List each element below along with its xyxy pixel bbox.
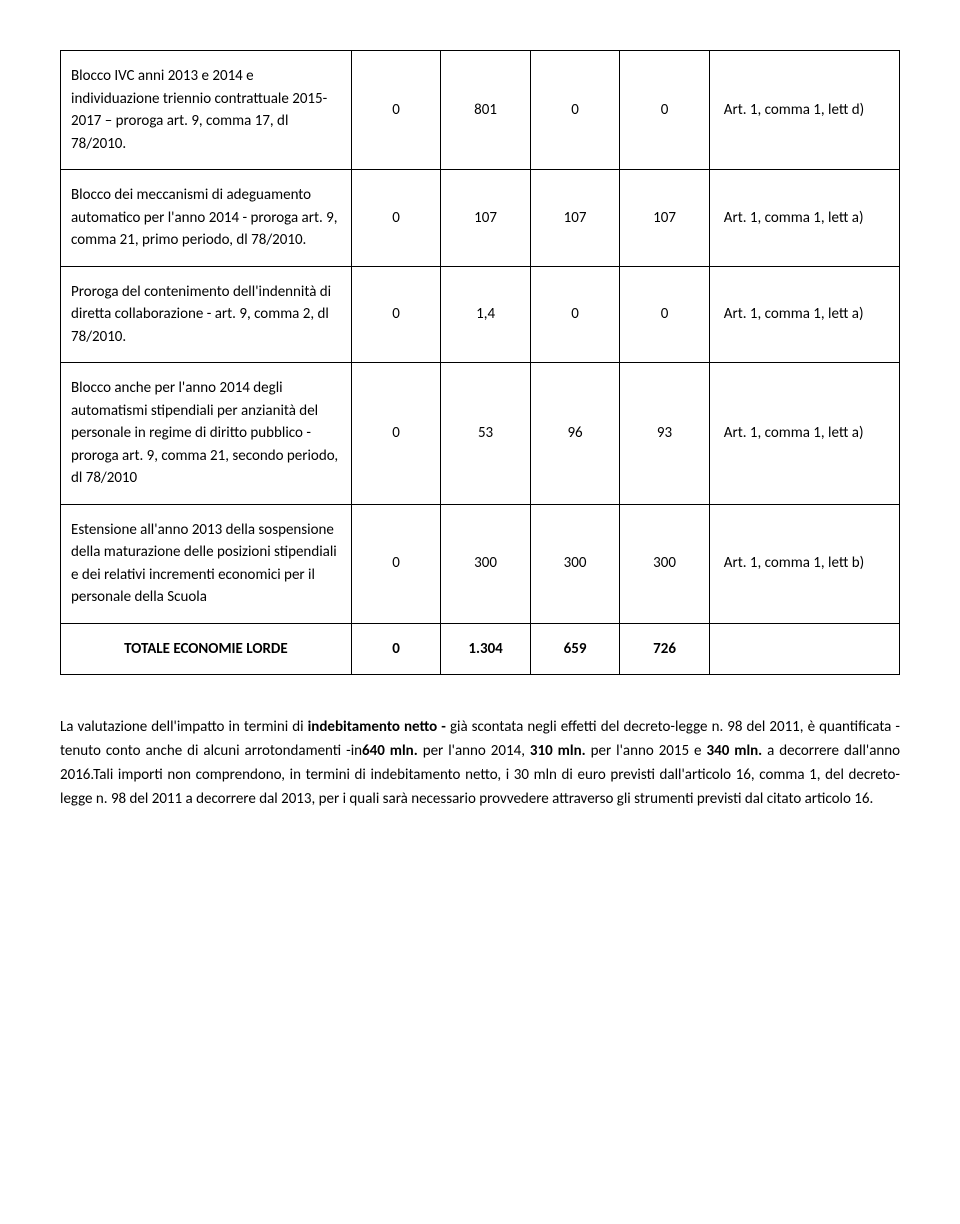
cell-desc: Blocco IVC anni 2013 e 2014 e individuaz…	[61, 51, 352, 170]
table-body: Blocco IVC anni 2013 e 2014 e individuaz…	[61, 51, 900, 675]
cell-c3: 0	[530, 266, 619, 363]
table-row: Blocco dei meccanismi di adeguamento aut…	[61, 170, 900, 267]
cell-total-label: TOTALE ECONOMIE LORDE	[61, 623, 352, 675]
table-row-total: TOTALE ECONOMIE LORDE01.304659726	[61, 623, 900, 675]
table-row: Proroga del contenimento dell'indennità …	[61, 266, 900, 363]
cell-c3: 0	[530, 51, 619, 170]
cell-ref: Art. 1, comma 1, lett d)	[709, 51, 899, 170]
cell-c3: 96	[530, 363, 619, 505]
cell-c1: 0	[351, 504, 440, 623]
text-segment: per l'anno 2015 e	[586, 742, 707, 760]
cell-desc: Blocco dei meccanismi di adeguamento aut…	[61, 170, 352, 267]
text-bold: 310 mln.	[530, 742, 586, 760]
text-bold: 340 mln.	[706, 742, 762, 760]
cell-c2: 53	[441, 363, 530, 505]
economie-table: Blocco IVC anni 2013 e 2014 e individuaz…	[60, 50, 900, 675]
cell-c1: 0	[351, 51, 440, 170]
cell-c2: 801	[441, 51, 530, 170]
cell-c2: 1.304	[441, 623, 530, 675]
cell-c3: 107	[530, 170, 619, 267]
cell-c1: 0	[351, 170, 440, 267]
text-segment: per l'anno 2014,	[418, 742, 530, 760]
cell-c2: 1,4	[441, 266, 530, 363]
table-row: Blocco IVC anni 2013 e 2014 e individuaz…	[61, 51, 900, 170]
cell-c4: 0	[620, 51, 709, 170]
cell-c4: 300	[620, 504, 709, 623]
text-bold: indebitamento netto -	[308, 718, 446, 736]
cell-c4: 107	[620, 170, 709, 267]
cell-desc: Estensione all'anno 2013 della sospensio…	[61, 504, 352, 623]
cell-c4: 726	[620, 623, 709, 675]
table-row: Estensione all'anno 2013 della sospensio…	[61, 504, 900, 623]
cell-ref: Art. 1, comma 1, lett a)	[709, 363, 899, 505]
cell-desc: Blocco anche per l'anno 2014 degli autom…	[61, 363, 352, 505]
table-row: Blocco anche per l'anno 2014 degli autom…	[61, 363, 900, 505]
cell-c3: 659	[530, 623, 619, 675]
body-paragraph: La valutazione dell'impatto in termini d…	[60, 715, 900, 811]
cell-ref	[709, 623, 899, 675]
cell-ref: Art. 1, comma 1, lett a)	[709, 170, 899, 267]
cell-c1: 0	[351, 363, 440, 505]
cell-c3: 300	[530, 504, 619, 623]
cell-c2: 107	[441, 170, 530, 267]
cell-desc: Proroga del contenimento dell'indennità …	[61, 266, 352, 363]
cell-c1: 0	[351, 266, 440, 363]
cell-c4: 93	[620, 363, 709, 505]
cell-c1: 0	[351, 623, 440, 675]
cell-ref: Art. 1, comma 1, lett a)	[709, 266, 899, 363]
text-bold: 640 mln.	[362, 742, 418, 760]
cell-ref: Art. 1, comma 1, lett b)	[709, 504, 899, 623]
cell-c2: 300	[441, 504, 530, 623]
cell-c4: 0	[620, 266, 709, 363]
text-segment: La valutazione dell'impatto in termini d…	[60, 718, 308, 736]
